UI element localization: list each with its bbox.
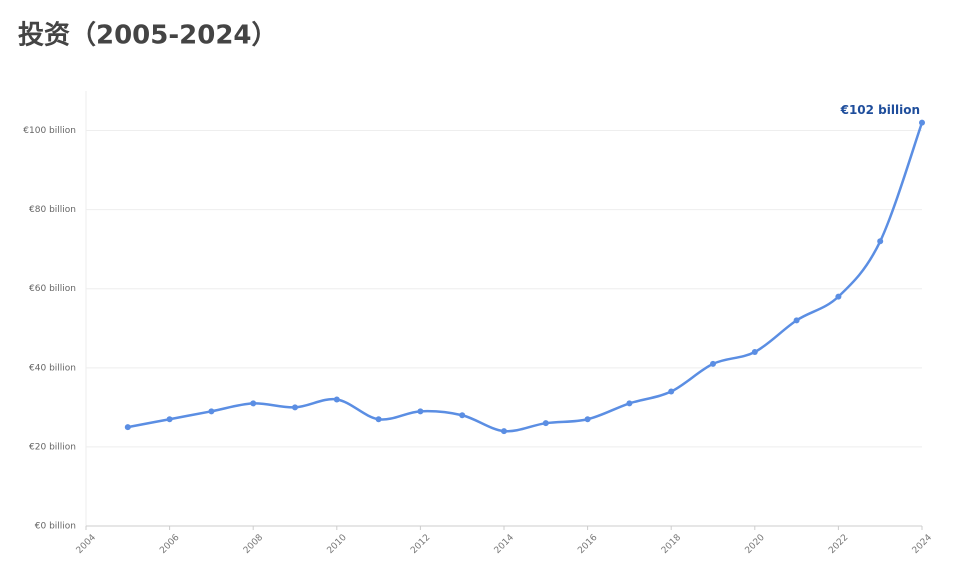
- x-tick-label: 2024: [911, 533, 934, 556]
- y-tick-label: €40 billion: [29, 363, 76, 373]
- x-tick-label: 2018: [660, 533, 683, 556]
- x-tick-label: 2022: [827, 533, 850, 556]
- point: [835, 293, 842, 300]
- x-tick-label: 2016: [576, 533, 599, 556]
- x-tick-label: 2020: [744, 533, 767, 556]
- chart-title: 投资（2005-2024）: [18, 21, 278, 51]
- point: [668, 388, 675, 395]
- x-tick-label: 2004: [75, 533, 98, 556]
- x-tick-label: 2012: [409, 533, 432, 556]
- point: [459, 412, 466, 419]
- y-tick-label: €20 billion: [29, 442, 76, 452]
- line: [127, 122, 924, 433]
- value-label: €102 billion: [840, 103, 920, 117]
- y-tick-label: €60 billion: [29, 284, 76, 294]
- point: [417, 408, 424, 415]
- point: [166, 416, 173, 423]
- point: [710, 360, 716, 367]
- point: [877, 238, 884, 245]
- point: [751, 349, 758, 355]
- point: [584, 416, 591, 423]
- x-tick-label: 2010: [326, 533, 349, 556]
- y-tick-label: €100 billion: [23, 126, 76, 136]
- point: [919, 119, 925, 126]
- point: [292, 404, 298, 411]
- point: [208, 408, 215, 415]
- point: [333, 396, 340, 403]
- y-tick-label: €0 billion: [35, 522, 76, 532]
- point: [542, 420, 549, 427]
- point: [501, 428, 507, 435]
- point: [626, 400, 633, 407]
- point: [250, 400, 257, 407]
- x-tick-label: 2006: [158, 533, 181, 556]
- x-tick-label: 2014: [493, 533, 516, 556]
- y-tick-label: €80 billion: [29, 205, 76, 215]
- x-tick-label: 2008: [242, 533, 265, 556]
- point: [793, 317, 800, 324]
- point: [124, 424, 131, 431]
- point: [375, 416, 382, 423]
